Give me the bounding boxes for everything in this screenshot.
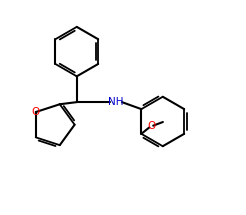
Text: O: O bbox=[147, 121, 155, 131]
Text: O: O bbox=[31, 107, 40, 117]
Text: NH: NH bbox=[108, 97, 123, 107]
